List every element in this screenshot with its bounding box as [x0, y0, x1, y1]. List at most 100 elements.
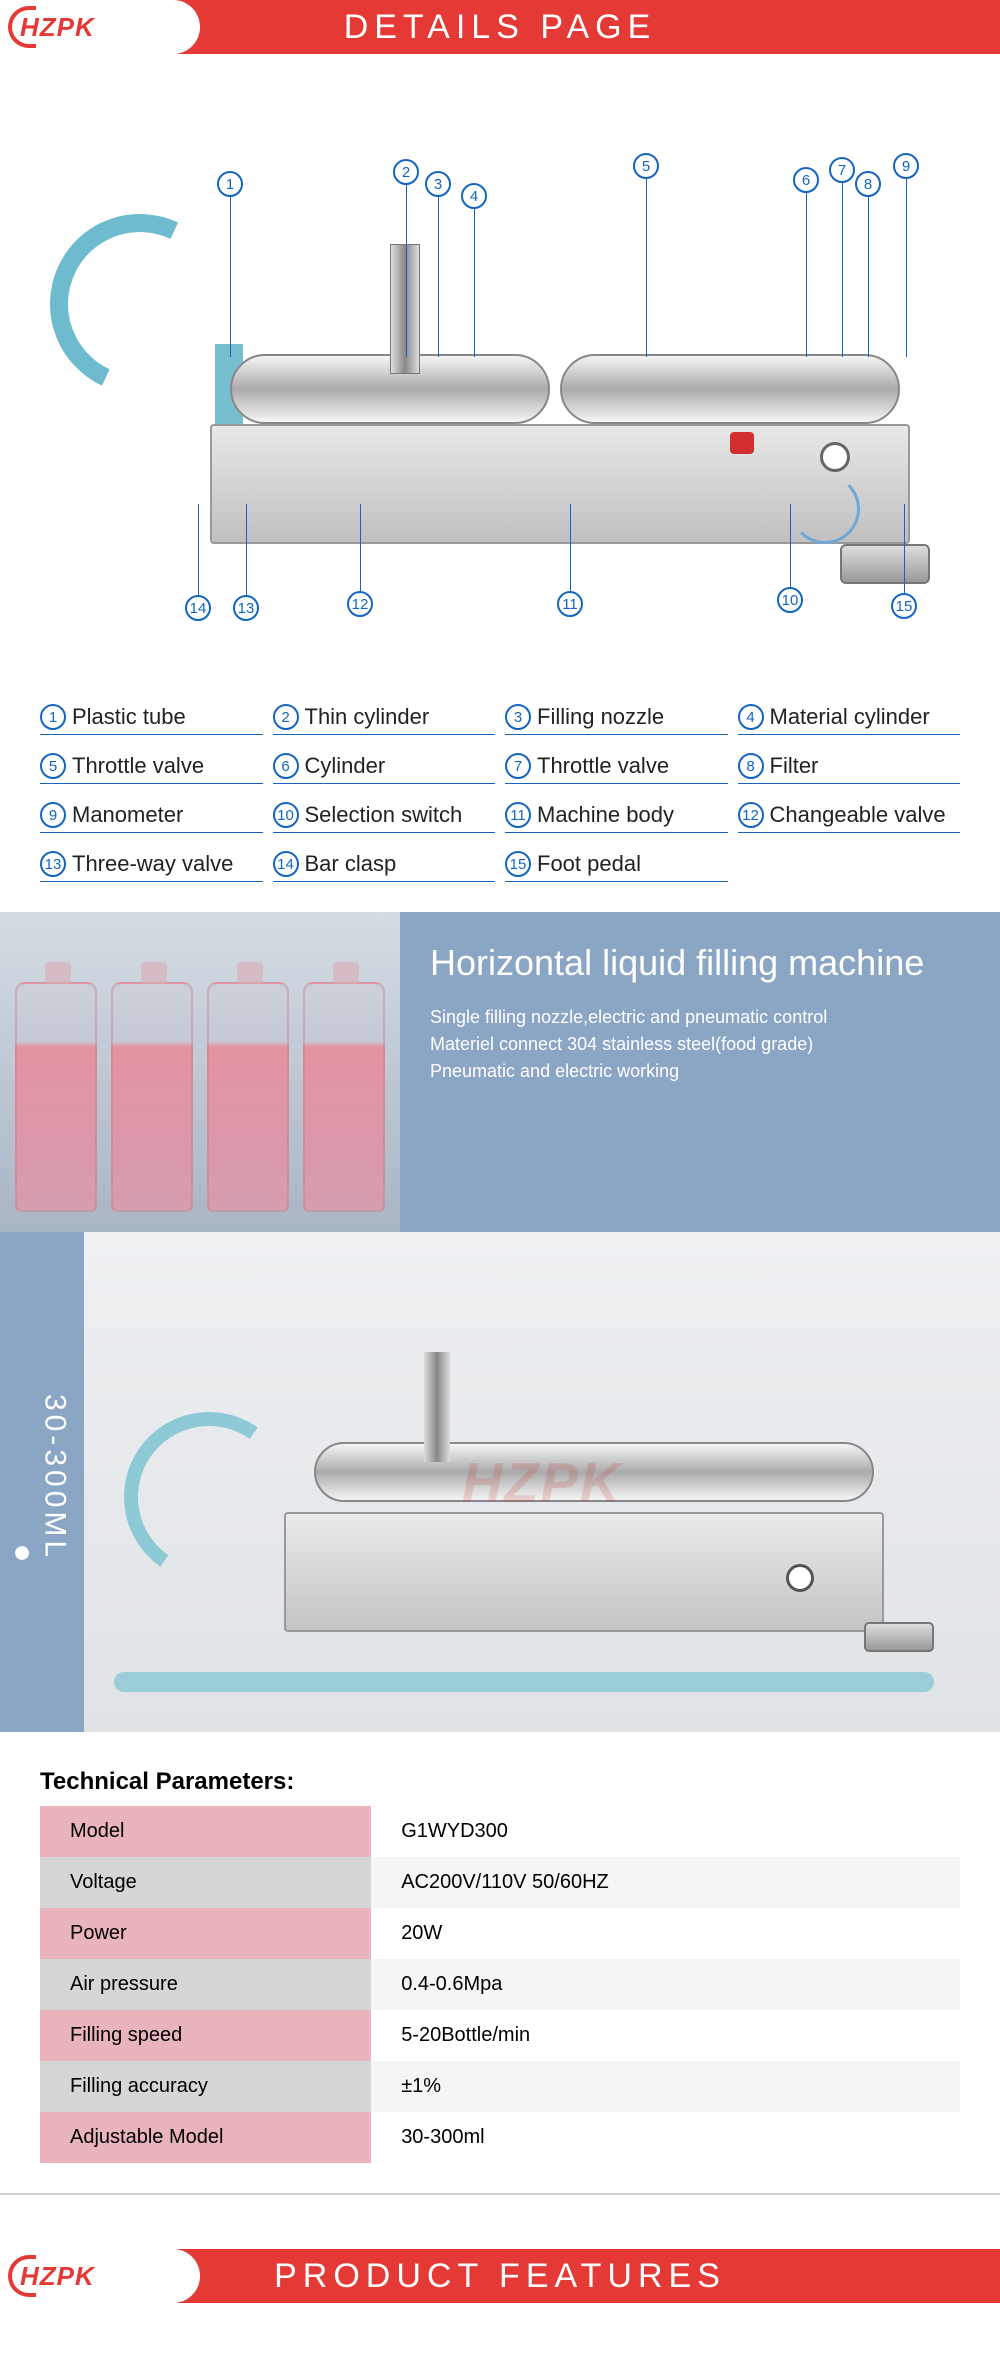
callout-2: 2: [393, 159, 419, 185]
legend-label: Throttle valve: [72, 753, 204, 779]
logo-badge: HZPK: [0, 2249, 200, 2303]
foot-pedal-icon: [840, 544, 930, 584]
callout-1: 1: [217, 171, 243, 197]
legend-label: Cylinder: [305, 753, 386, 779]
callout-3: 3: [425, 171, 451, 197]
bottle-icon: [207, 982, 289, 1212]
bottle-icon: [15, 982, 97, 1212]
capacity-label: 30-300ML: [38, 1394, 72, 1561]
legend-item-3: 3Filling nozzle: [505, 704, 728, 735]
bullet-icon: ●: [12, 1533, 31, 1569]
promo-block: Horizontal liquid filling machine Single…: [0, 912, 1000, 1732]
legend-num-icon: 14: [273, 851, 299, 877]
spec-key: Voltage: [40, 1857, 371, 1908]
callout-line-5: [646, 179, 647, 357]
table-row: Air pressure0.4-0.6Mpa: [40, 1959, 960, 2010]
promo-side-label: ●30-300ML: [0, 1232, 84, 1732]
legend-num-icon: 15: [505, 851, 531, 877]
legend-num-icon: 6: [273, 753, 299, 779]
table-row: Power20W: [40, 1908, 960, 1959]
promo-line: Pneumatic and electric working: [430, 1058, 970, 1085]
table-row: Filling accuracy±1%: [40, 2061, 960, 2112]
callout-line-12: [360, 504, 361, 591]
table-row: Filling speed5-20Bottle/min: [40, 2010, 960, 2061]
spec-value: 0.4-0.6Mpa: [371, 1959, 960, 2010]
legend-num-icon: 1: [40, 704, 66, 730]
manometer-icon: [820, 442, 850, 472]
legend-label: Filter: [770, 753, 819, 779]
legend-num-icon: 10: [273, 802, 299, 828]
callout-line-4: [474, 209, 475, 357]
callout-line-3: [438, 197, 439, 357]
machine-photo: HZPK: [84, 1232, 1000, 1732]
specs-table: ModelG1WYD300VoltageAC200V/110V 50/60HZP…: [40, 1806, 960, 2163]
pedal-cord-icon: [790, 474, 860, 544]
legend-item-1: 1Plastic tube: [40, 704, 263, 735]
table-row: VoltageAC200V/110V 50/60HZ: [40, 1857, 960, 1908]
legend-item-7: 7Throttle valve: [505, 753, 728, 784]
spec-key: Adjustable Model: [40, 2112, 371, 2163]
spec-value: 5-20Bottle/min: [371, 2010, 960, 2061]
machine-illustration: [90, 284, 910, 544]
legend-item-2: 2Thin cylinder: [273, 704, 496, 735]
callout-11: 11: [557, 591, 583, 617]
legend-item-9: 9Manometer: [40, 802, 263, 833]
legend-label: Bar clasp: [305, 851, 397, 877]
legend-item-14: 14Bar clasp: [273, 851, 496, 882]
callout-15: 15: [891, 593, 917, 619]
legend-item-11: 11Machine body: [505, 802, 728, 833]
legend-num-icon: 9: [40, 802, 66, 828]
callout-12: 12: [347, 591, 373, 617]
table-row: Adjustable Model30-300ml: [40, 2112, 960, 2163]
spec-value: 20W: [371, 1908, 960, 1959]
callout-4: 4: [461, 183, 487, 209]
mini-nozzle: [424, 1352, 450, 1462]
legend-num-icon: 5: [40, 753, 66, 779]
spec-value: AC200V/110V 50/60HZ: [371, 1857, 960, 1908]
callout-14: 14: [185, 595, 211, 621]
mini-gauge-icon: [786, 1564, 814, 1592]
legend-num-icon: 12: [738, 802, 764, 828]
bottle-icon: [303, 982, 385, 1212]
callout-7: 7: [829, 157, 855, 183]
callout-9: 9: [893, 153, 919, 179]
promo-line: Single filling nozzle,electric and pneum…: [430, 1004, 970, 1031]
legend-label: Filling nozzle: [537, 704, 664, 730]
bottles-photo: [0, 912, 400, 1232]
footer-gap: [0, 2193, 1000, 2249]
mini-pedal-icon: [864, 1622, 934, 1652]
logo-arc-icon: [8, 2255, 36, 2297]
promo-text: Horizontal liquid filling machine Single…: [400, 912, 1000, 1232]
legend-item-5: 5Throttle valve: [40, 753, 263, 784]
callout-6: 6: [793, 167, 819, 193]
promo-line: Materiel connect 304 stainless steel(foo…: [430, 1031, 970, 1058]
spec-key: Power: [40, 1908, 371, 1959]
details-header: HZPK DETAILS PAGE: [0, 0, 1000, 54]
callout-line-8: [868, 197, 869, 357]
legend-item-6: 6Cylinder: [273, 753, 496, 784]
emergency-stop-icon: [730, 432, 754, 454]
drive-cylinder: [560, 354, 900, 424]
legend-num-icon: 4: [738, 704, 764, 730]
bottle-icon: [111, 982, 193, 1212]
header-title-1: DETAILS PAGE: [344, 8, 657, 47]
spec-key: Filling accuracy: [40, 2061, 371, 2112]
legend-num-icon: 2: [273, 704, 299, 730]
callout-line-1: [230, 197, 231, 357]
callout-8: 8: [855, 171, 881, 197]
callout-13: 13: [233, 595, 259, 621]
callout-10: 10: [777, 587, 803, 613]
spec-value: 30-300ml: [371, 2112, 960, 2163]
filling-nozzle: [390, 244, 420, 374]
promo-title: Horizontal liquid filling machine: [430, 942, 970, 984]
spec-key: Model: [40, 1806, 371, 1857]
legend-item-12: 12Changeable valve: [738, 802, 961, 833]
legend-section: 1Plastic tube 2Thin cylinder 3Filling nozz…: [0, 694, 1000, 912]
features-header: HZPK PRODUCT FEATURES: [0, 2249, 1000, 2303]
legend-item-15: 15Foot pedal: [505, 851, 728, 882]
watermark: HZPK: [462, 1450, 622, 1515]
callout-line-13: [246, 504, 247, 595]
mini-hose-icon: [111, 1399, 308, 1596]
logo-badge: HZPK: [0, 0, 200, 54]
legend-num-icon: 13: [40, 851, 66, 877]
